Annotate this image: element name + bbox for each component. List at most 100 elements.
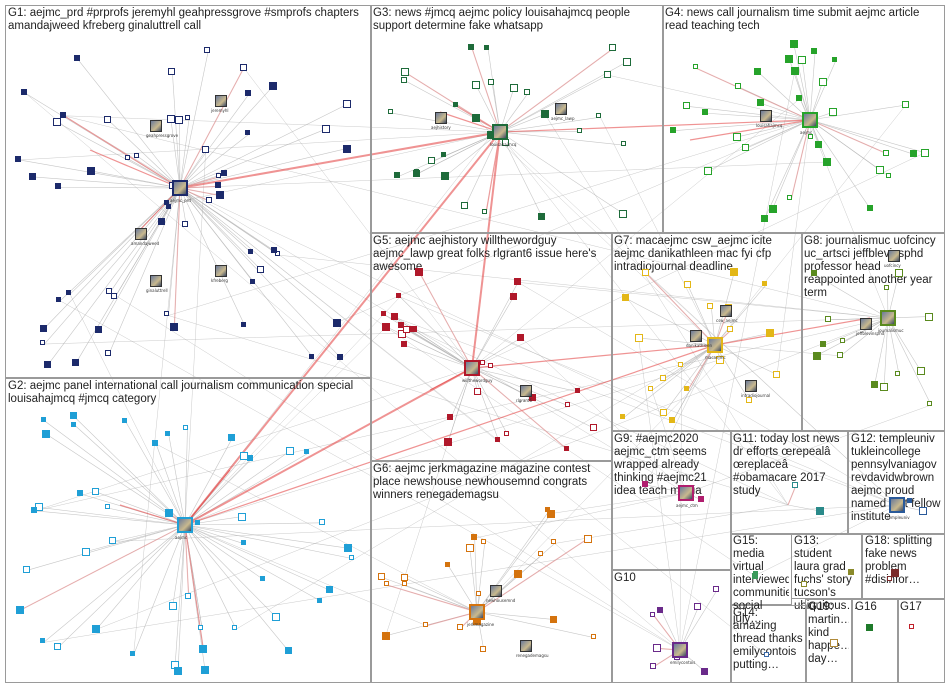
- graph-node[interactable]: [745, 397, 752, 404]
- hub-node-g3[interactable]: [492, 124, 508, 140]
- graph-node[interactable]: [274, 251, 280, 257]
- graph-node[interactable]: [39, 638, 45, 644]
- graph-node[interactable]: [382, 322, 391, 331]
- graph-node[interactable]: [470, 534, 477, 541]
- graph-node[interactable]: [121, 417, 127, 423]
- graph-node[interactable]: [124, 155, 130, 161]
- hub-node-g6[interactable]: [469, 604, 485, 620]
- avatar-node[interactable]: [760, 110, 772, 122]
- graph-node[interactable]: [59, 111, 66, 118]
- avatar-node[interactable]: [690, 330, 702, 342]
- graph-node[interactable]: [619, 209, 628, 218]
- graph-node[interactable]: [641, 268, 649, 276]
- graph-node[interactable]: [820, 341, 827, 348]
- graph-node[interactable]: [742, 144, 750, 152]
- graph-node[interactable]: [397, 330, 406, 339]
- graph-node[interactable]: [870, 380, 878, 388]
- graph-node[interactable]: [221, 169, 228, 176]
- graph-node[interactable]: [284, 647, 292, 655]
- graph-node[interactable]: [256, 265, 264, 273]
- graph-node[interactable]: [271, 613, 280, 622]
- hub-node-g12[interactable]: [889, 497, 905, 513]
- graph-node[interactable]: [414, 267, 423, 276]
- graph-node[interactable]: [166, 114, 175, 123]
- graph-node[interactable]: [23, 566, 31, 574]
- graph-node[interactable]: [829, 108, 838, 117]
- graph-node[interactable]: [15, 606, 24, 615]
- graph-node[interactable]: [677, 361, 683, 367]
- graph-node[interactable]: [574, 387, 580, 393]
- graph-node[interactable]: [185, 115, 190, 121]
- graph-node[interactable]: [168, 68, 176, 76]
- graph-node[interactable]: [402, 326, 410, 334]
- graph-node[interactable]: [344, 544, 353, 553]
- avatar-node[interactable]: [720, 305, 732, 317]
- graph-node[interactable]: [318, 518, 325, 525]
- graph-node[interactable]: [471, 80, 480, 89]
- graph-node[interactable]: [396, 292, 402, 298]
- graph-node[interactable]: [704, 166, 713, 175]
- graph-node[interactable]: [866, 205, 873, 212]
- graph-node[interactable]: [249, 278, 255, 284]
- graph-node[interactable]: [763, 652, 769, 658]
- graph-node[interactable]: [517, 333, 525, 341]
- graph-node[interactable]: [182, 221, 189, 228]
- graph-node[interactable]: [659, 375, 666, 382]
- graph-node[interactable]: [479, 359, 485, 365]
- graph-node[interactable]: [726, 326, 733, 333]
- graph-node[interactable]: [397, 321, 404, 328]
- graph-node[interactable]: [565, 402, 571, 408]
- graph-node[interactable]: [798, 55, 807, 64]
- avatar-node[interactable]: [745, 380, 757, 392]
- graph-node[interactable]: [384, 581, 390, 587]
- graph-node[interactable]: [260, 576, 266, 582]
- graph-node[interactable]: [927, 401, 933, 407]
- graph-node[interactable]: [240, 321, 246, 327]
- graph-node[interactable]: [29, 172, 37, 180]
- graph-node[interactable]: [785, 54, 794, 63]
- graph-node[interactable]: [77, 490, 84, 497]
- graph-node[interactable]: [494, 436, 500, 442]
- avatar-node[interactable]: [150, 275, 162, 287]
- graph-node[interactable]: [730, 268, 739, 277]
- avatar-node[interactable]: [490, 585, 502, 597]
- graph-node[interactable]: [683, 102, 691, 110]
- graph-node[interactable]: [444, 562, 450, 568]
- graph-node[interactable]: [157, 217, 165, 225]
- graph-node[interactable]: [796, 94, 803, 101]
- graph-node[interactable]: [215, 191, 224, 200]
- graph-node[interactable]: [467, 43, 474, 50]
- graph-node[interactable]: [414, 169, 420, 175]
- graph-node[interactable]: [577, 127, 583, 133]
- graph-node[interactable]: [752, 573, 759, 579]
- graph-node[interactable]: [164, 311, 170, 317]
- graph-node[interactable]: [87, 166, 96, 175]
- graph-node[interactable]: [883, 284, 889, 290]
- graph-node[interactable]: [810, 270, 817, 277]
- graph-node[interactable]: [524, 89, 531, 96]
- graph-node[interactable]: [882, 149, 889, 156]
- graph-node[interactable]: [444, 437, 453, 446]
- graph-node[interactable]: [653, 644, 662, 653]
- graph-node[interactable]: [199, 644, 208, 653]
- graph-node[interactable]: [134, 152, 140, 158]
- graph-node[interactable]: [836, 351, 843, 358]
- graph-node[interactable]: [241, 540, 247, 546]
- graph-node[interactable]: [244, 130, 250, 136]
- graph-node[interactable]: [73, 55, 80, 62]
- graph-node[interactable]: [380, 311, 386, 317]
- graph-node[interactable]: [847, 569, 854, 576]
- graph-node[interactable]: [713, 586, 720, 593]
- graph-node[interactable]: [105, 504, 111, 510]
- graph-node[interactable]: [916, 366, 925, 375]
- graph-node[interactable]: [734, 82, 741, 89]
- graph-node[interactable]: [839, 338, 845, 344]
- graph-node[interactable]: [907, 498, 913, 504]
- graph-node[interactable]: [269, 81, 278, 90]
- graph-node[interactable]: [270, 247, 277, 254]
- graph-node[interactable]: [164, 431, 170, 437]
- graph-node[interactable]: [30, 506, 37, 513]
- hub-node-g10[interactable]: [672, 642, 688, 658]
- graph-node[interactable]: [590, 424, 598, 432]
- graph-node[interactable]: [317, 597, 323, 603]
